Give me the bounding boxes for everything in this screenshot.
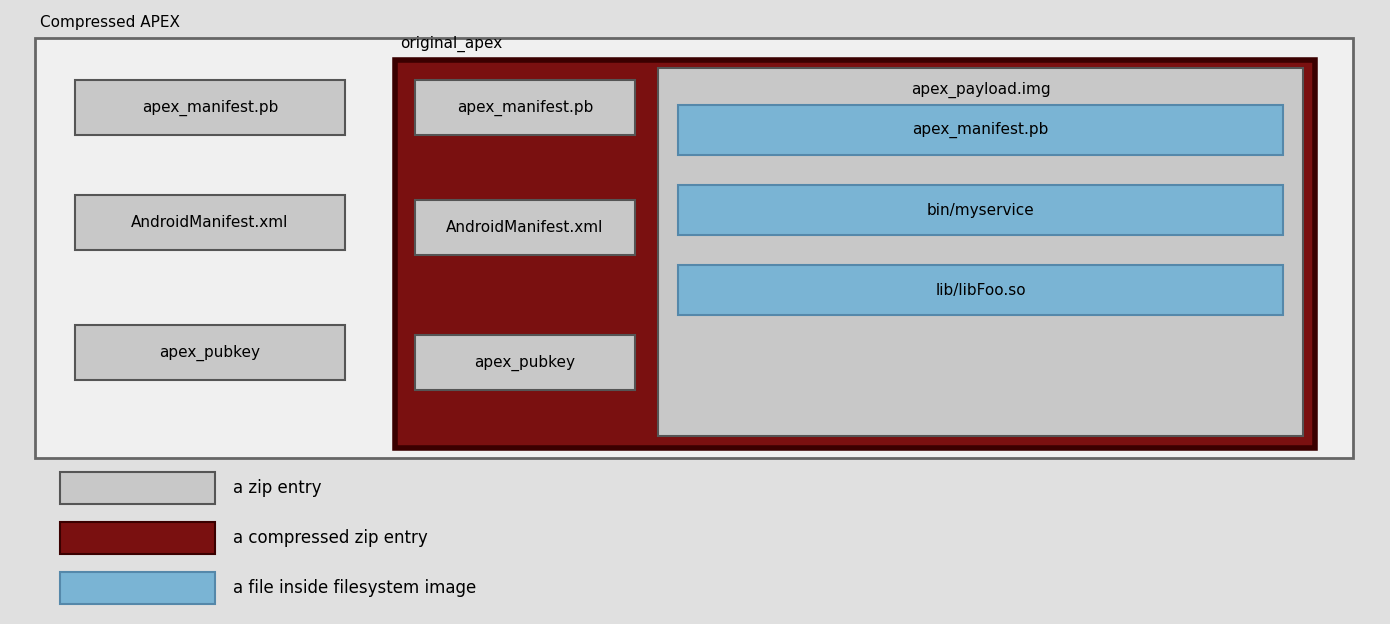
Bar: [60, 522, 215, 554]
Bar: [657, 68, 1302, 436]
Text: apex_manifest.pb: apex_manifest.pb: [912, 122, 1048, 138]
Text: bin/myservice: bin/myservice: [927, 203, 1034, 218]
Text: apex_pubkey: apex_pubkey: [160, 344, 260, 361]
Bar: [678, 185, 1283, 235]
Bar: [678, 105, 1283, 155]
Text: apex_pubkey: apex_pubkey: [474, 354, 575, 371]
Bar: [60, 472, 215, 504]
Bar: [75, 80, 345, 135]
Text: AndroidManifest.xml: AndroidManifest.xml: [131, 215, 289, 230]
Text: a zip entry: a zip entry: [234, 479, 321, 497]
Text: original_apex: original_apex: [400, 36, 502, 52]
Text: apex_manifest.pb: apex_manifest.pb: [457, 99, 594, 115]
Bar: [416, 335, 635, 390]
Text: apex_manifest.pb: apex_manifest.pb: [142, 99, 278, 115]
Bar: [678, 265, 1283, 315]
Bar: [75, 195, 345, 250]
Text: lib/libFoo.so: lib/libFoo.so: [935, 283, 1026, 298]
Bar: [75, 325, 345, 380]
Text: AndroidManifest.xml: AndroidManifest.xml: [446, 220, 603, 235]
Bar: [395, 60, 1315, 448]
Bar: [416, 200, 635, 255]
Bar: [35, 38, 1352, 458]
Bar: [60, 572, 215, 604]
Text: a file inside filesystem image: a file inside filesystem image: [234, 579, 477, 597]
Text: Compressed APEX: Compressed APEX: [40, 15, 179, 30]
Text: a compressed zip entry: a compressed zip entry: [234, 529, 428, 547]
Bar: [416, 80, 635, 135]
Text: apex_payload.img: apex_payload.img: [910, 82, 1051, 98]
